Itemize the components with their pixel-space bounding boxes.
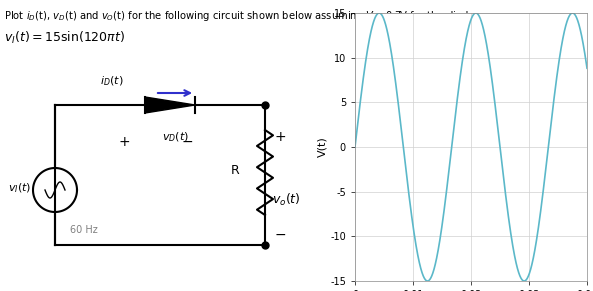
Text: $v_D(t)$: $v_D(t)$ <box>162 130 189 143</box>
Text: 60 Hz: 60 Hz <box>70 225 98 235</box>
Text: +: + <box>118 135 130 149</box>
Text: −: − <box>275 228 286 242</box>
Polygon shape <box>145 97 195 113</box>
Text: $v_I(t) = 15 \sin (120\pi t)$: $v_I(t) = 15 \sin (120\pi t)$ <box>4 30 125 46</box>
Text: $i_D(t)$: $i_D(t)$ <box>100 74 123 88</box>
Y-axis label: V(t): V(t) <box>317 137 327 157</box>
Text: $v_o(t)$: $v_o(t)$ <box>272 192 301 208</box>
Text: R: R <box>231 164 240 177</box>
Text: +: + <box>275 130 286 144</box>
Text: $v_I(t)$: $v_I(t)$ <box>8 181 31 195</box>
Text: −: − <box>182 135 194 149</box>
Text: Plot $i_D$(t), $v_D$(t) and $v_O$(t) for the following circuit shown below assum: Plot $i_D$(t), $v_D$(t) and $v_O$(t) for… <box>4 10 478 24</box>
